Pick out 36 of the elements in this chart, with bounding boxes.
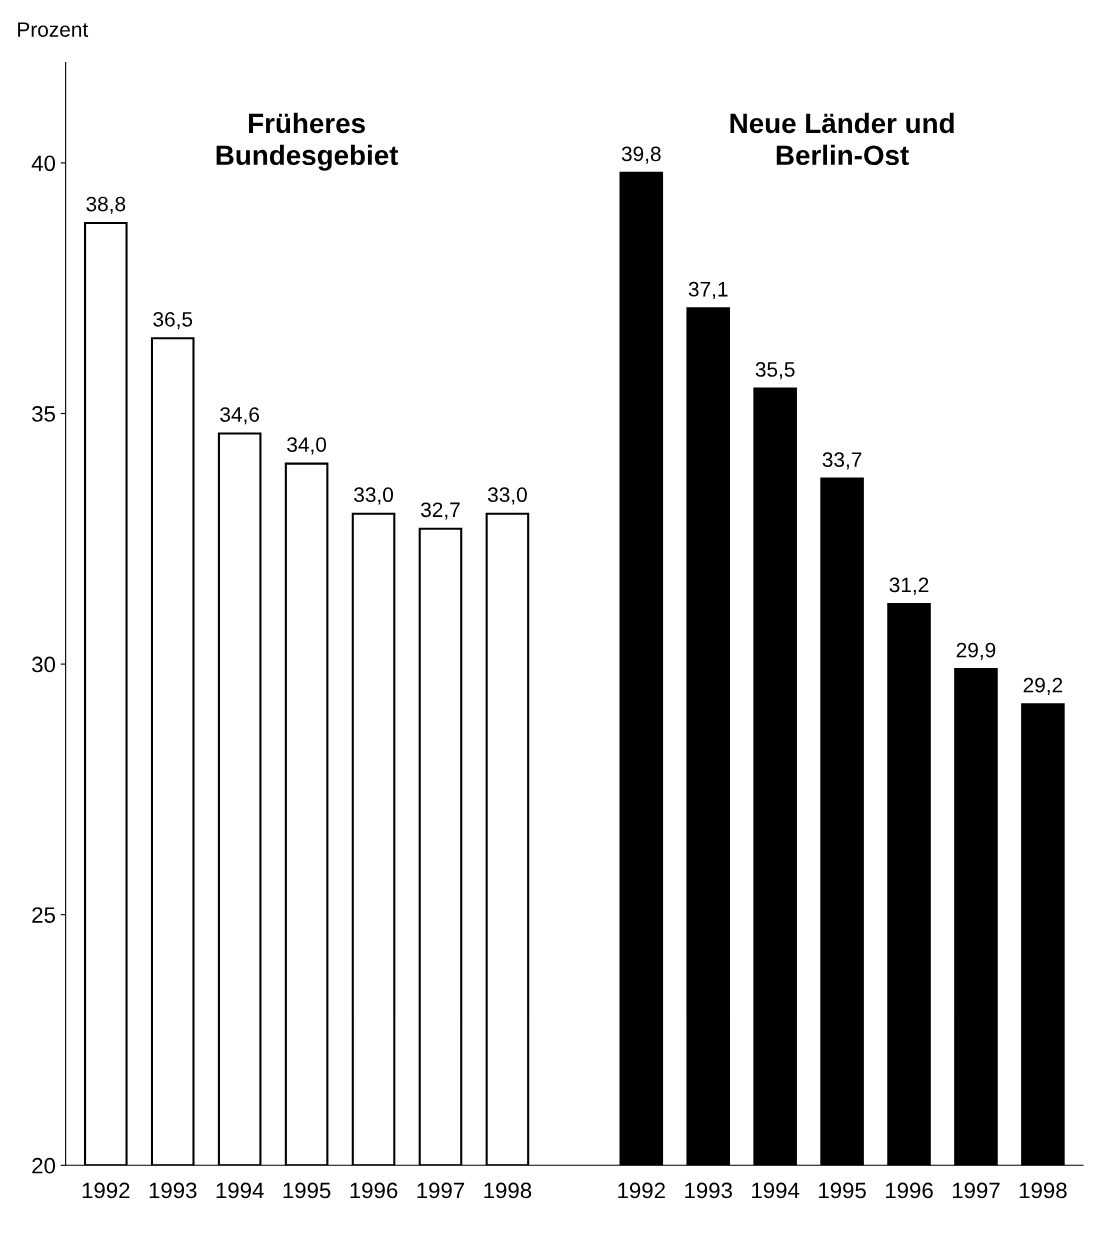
data-label: 32,7 bbox=[421, 502, 460, 520]
x-tick-label: 1993 bbox=[685, 1182, 732, 1199]
annotation: Neue Länder und Berlin-Ost bbox=[730, 112, 954, 166]
annotation: Früheres Bundesgebiet bbox=[216, 112, 399, 171]
x-tick-label: 1996 bbox=[886, 1182, 933, 1199]
data-label: 33,0 bbox=[354, 487, 393, 505]
x-tick-label: 1997 bbox=[952, 1182, 1000, 1199]
x-tick-label: 1994 bbox=[216, 1182, 264, 1199]
x-tick-label: 1994 bbox=[752, 1182, 800, 1199]
x-tick-label: 1992 bbox=[618, 1182, 665, 1199]
x-tick-label: 1993 bbox=[149, 1182, 197, 1199]
data-label: 34,0 bbox=[287, 437, 327, 455]
data-label: 36,5 bbox=[153, 311, 193, 330]
y-tick-label: 25 bbox=[32, 907, 55, 923]
data-label: 39,8 bbox=[621, 146, 661, 164]
data-label: 29,2 bbox=[1023, 677, 1063, 696]
x-tick-label: 1998 bbox=[1019, 1182, 1067, 1199]
data-label: 33,7 bbox=[822, 452, 862, 470]
x-tick-label: 1992 bbox=[82, 1182, 130, 1199]
x-tick-label: 1996 bbox=[350, 1182, 398, 1199]
data-label: 37,1 bbox=[688, 281, 728, 300]
data-label: 29,9 bbox=[956, 642, 996, 660]
data-label: 34,6 bbox=[220, 407, 260, 425]
y-tick-label: 30 bbox=[32, 656, 56, 673]
y-axis-title: Prozent bbox=[18, 22, 89, 37]
x-tick-label: 1998 bbox=[484, 1182, 532, 1199]
y-tick-label: 35 bbox=[32, 406, 55, 422]
x-tick-label: 1995 bbox=[283, 1182, 331, 1199]
y-tick-label: 40 bbox=[31, 155, 56, 172]
data-label: 38,8 bbox=[86, 196, 126, 214]
data-label: 35,5 bbox=[755, 362, 795, 380]
data-label: 31,2 bbox=[889, 577, 929, 595]
data-label: 33,0 bbox=[487, 487, 527, 505]
x-tick-label: 1997 bbox=[417, 1182, 465, 1199]
y-tick-label: 20 bbox=[32, 1157, 56, 1174]
x-tick-label: 1995 bbox=[819, 1182, 866, 1199]
